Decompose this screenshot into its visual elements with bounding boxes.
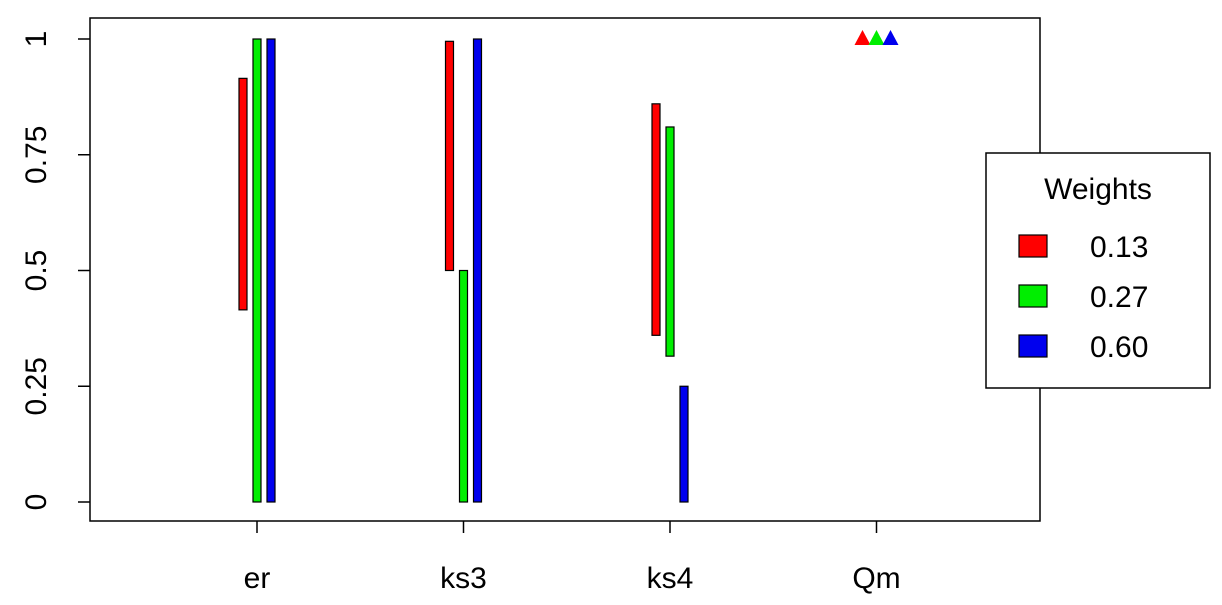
range-bar (266, 38, 276, 503)
y-tick-label: 1 (20, 31, 53, 48)
legend-title: Weights (1044, 173, 1152, 206)
range-bar (458, 269, 469, 503)
range-bar (252, 38, 262, 503)
legend-label: 0.60 (1090, 331, 1148, 364)
y-tick-label: 0.75 (20, 126, 53, 184)
legend-label: 0.13 (1090, 231, 1148, 264)
range-bar (238, 77, 248, 311)
y-tick-label: 0.25 (20, 357, 53, 415)
x-tick-label: Qm (852, 562, 900, 595)
legend-swatch (1018, 334, 1048, 358)
range-bar (679, 385, 689, 503)
legend-swatch (1018, 234, 1048, 258)
legend-label: 0.27 (1090, 281, 1148, 314)
y-tick-label: 0 (20, 494, 53, 511)
x-tick-label: er (244, 562, 271, 595)
x-tick-label: ks3 (440, 562, 487, 595)
triangle-marker (868, 30, 885, 45)
range-bar (444, 40, 455, 272)
triangle-marker (854, 30, 871, 45)
range-bar (472, 38, 483, 503)
triangle-marker (882, 30, 899, 45)
x-tick-label: ks4 (647, 562, 694, 595)
range-bar (651, 103, 661, 336)
range-bar (665, 126, 675, 357)
plot-frame (89, 17, 1041, 522)
y-tick-label: 0.5 (20, 250, 53, 292)
legend-swatch (1018, 284, 1048, 308)
